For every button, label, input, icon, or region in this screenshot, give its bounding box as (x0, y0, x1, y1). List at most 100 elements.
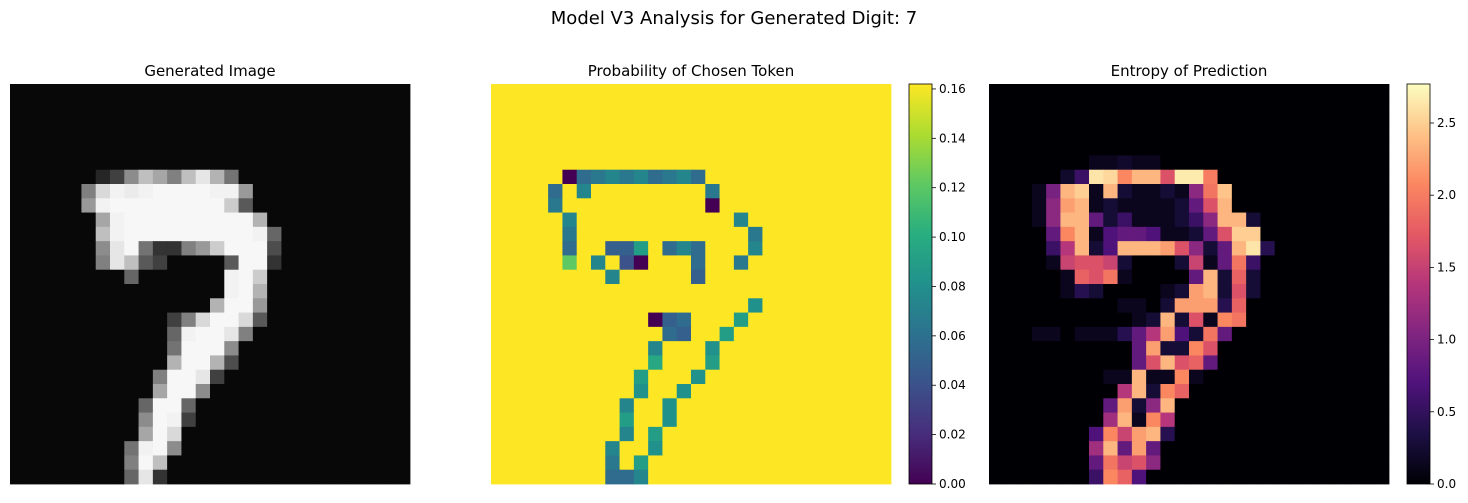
probability-cell (648, 184, 663, 199)
probability-cell (605, 441, 620, 456)
pixel-cell (381, 112, 397, 128)
entropy-cell (1017, 269, 1033, 285)
probability-cell (748, 326, 763, 342)
probability-cell (648, 298, 663, 313)
pixel-cell (338, 169, 354, 185)
pixel-cell (138, 84, 154, 99)
probability-cell (662, 441, 678, 456)
pixel-cell (167, 155, 182, 171)
probability-cell (605, 169, 620, 185)
probability-cell (862, 155, 878, 171)
entropy-cell (1317, 326, 1333, 342)
entropy-cell (1060, 355, 1076, 371)
entropy-cell (989, 298, 1004, 313)
entropy-cell (1189, 441, 1204, 456)
entropy-cell (1003, 384, 1018, 399)
pixel-cell (124, 98, 139, 113)
probability-cell (691, 369, 706, 385)
probability-cell (533, 298, 549, 313)
entropy-cell (1331, 398, 1347, 413)
entropy-cell (1331, 355, 1347, 371)
probability-cell (491, 255, 506, 271)
entropy-cell (1117, 141, 1133, 156)
probability-cell (505, 84, 520, 99)
pixel-cell (24, 155, 39, 171)
entropy-cell (1260, 426, 1276, 442)
entropy-cell (1360, 212, 1376, 228)
probability-cell (805, 141, 820, 156)
entropy-cell (1174, 212, 1190, 228)
probability-cell (591, 398, 606, 413)
pixel-cell (238, 255, 254, 271)
entropy-cell (1303, 84, 1318, 99)
entropy-cell (1289, 312, 1304, 328)
pixel-cell (224, 341, 239, 356)
probability-cell (548, 455, 563, 471)
entropy-cell (1289, 98, 1304, 113)
pixel-cell (152, 84, 168, 99)
probability-cell (548, 441, 563, 456)
pixel-cell (210, 198, 225, 213)
pixel-cell (210, 369, 225, 385)
pixel-cell (38, 369, 54, 385)
probability-cell (662, 226, 678, 242)
probability-cell (576, 112, 592, 128)
probability-cell (533, 169, 549, 185)
pixel-cell (110, 198, 125, 213)
entropy-cell (1274, 298, 1290, 313)
pixel-cell (167, 126, 182, 142)
pixel-cell (252, 198, 268, 213)
entropy-cell (1346, 184, 1361, 199)
pixel-cell (367, 455, 382, 471)
entropy-cell (1060, 455, 1076, 471)
entropy-cell (1131, 169, 1147, 185)
probability-cell (805, 155, 820, 171)
entropy-cell (1131, 112, 1147, 128)
probability-cell (662, 112, 678, 128)
pixel-cell (181, 469, 197, 485)
pixel-cell (38, 455, 54, 471)
probability-cell (762, 269, 778, 285)
pixel-cell (167, 112, 182, 128)
entropy-cell (1174, 341, 1190, 356)
pixel-cell (95, 369, 111, 385)
pixel-cell (167, 426, 182, 442)
probability-cell (791, 369, 806, 385)
probability-cell (762, 298, 778, 313)
entropy-cell (1031, 369, 1047, 385)
probability-cell (662, 155, 678, 171)
entropy-cell (1260, 441, 1276, 456)
probability-cell (576, 426, 592, 442)
pixel-cell (238, 441, 254, 456)
entropy-cell (1246, 398, 1261, 413)
probability-cell (705, 469, 720, 485)
entropy-cell (1089, 469, 1104, 485)
entropy-cell (1360, 469, 1376, 485)
entropy-cell (1031, 269, 1047, 285)
pixel-cell (352, 226, 368, 242)
entropy-cell (1089, 441, 1104, 456)
entropy-cell (1217, 341, 1233, 356)
pixel-cell (267, 198, 282, 213)
pixel-cell (67, 212, 82, 228)
probability-cell (648, 112, 663, 128)
entropy-cell (1189, 355, 1204, 371)
probability-cell (676, 269, 692, 285)
probability-cell (748, 426, 763, 442)
probability-cell (719, 312, 735, 328)
entropy-cell (1289, 198, 1304, 213)
entropy-cell (1103, 112, 1118, 128)
probability-cell (591, 269, 606, 285)
entropy-cell (1089, 455, 1104, 471)
entropy-cell (1131, 255, 1147, 271)
pixel-cell (310, 412, 325, 428)
probability-cell (748, 341, 763, 356)
probability-cell (719, 398, 735, 413)
pixel-cell (295, 398, 311, 413)
entropy-cell (989, 212, 1004, 228)
probability-cell (805, 184, 820, 199)
entropy-cell (1217, 469, 1233, 485)
probability-cell (762, 212, 778, 228)
probability-cell (705, 255, 720, 271)
pixel-cell (95, 126, 111, 142)
